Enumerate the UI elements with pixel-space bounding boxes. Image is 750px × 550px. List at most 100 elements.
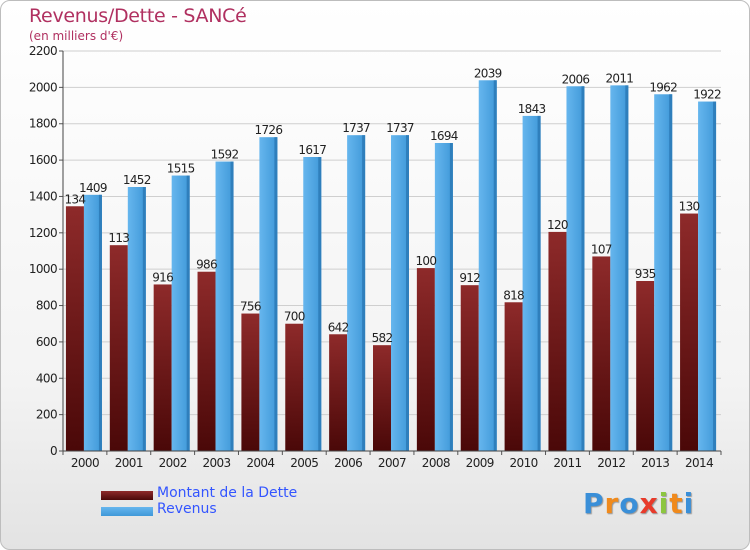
bar-revenue-shade [318,157,322,451]
logo-letter: x [639,487,659,520]
y-tick-label: 200 [36,408,57,422]
data-label-debt: 916 [152,270,173,284]
bar-debt [680,213,699,451]
bar-debt [153,284,172,451]
y-tick-label: 2000 [29,80,57,94]
bar-revenue-shade [449,143,453,451]
bar-revenue [654,94,673,451]
bar-revenue [434,143,453,451]
bar-revenue-shade [537,115,541,451]
data-label-revenue: 1726 [255,123,283,137]
x-tick-label: 2005 [290,456,318,470]
y-tick-label: 600 [36,335,57,349]
bar-revenue [303,157,322,451]
bar-revenue-shade [362,135,366,451]
x-tick-label: 2000 [71,456,99,470]
x-tick-label: 2004 [246,456,274,470]
x-tick-label: 2013 [641,456,669,470]
bar-revenue-shade [274,137,278,451]
data-label-revenue: 1617 [298,143,326,157]
x-tick-label: 2008 [422,456,450,470]
chart-title: Revenus/Dette - SANCé [29,5,247,27]
logo-letter: P [583,487,605,520]
data-label-revenue: 1843 [518,102,546,116]
data-label-revenue: 2039 [474,66,502,80]
data-label-debt: 130 [679,200,700,214]
bar-debt [241,313,260,451]
bar-debt [373,345,391,451]
bar-debt [329,334,348,451]
logo-letter: i [658,487,670,520]
y-tick-label: 800 [36,299,57,313]
data-label-revenue: 1409 [79,181,107,195]
x-tick-label: 2001 [115,456,143,470]
data-label-revenue: 1694 [430,129,458,143]
bar-debt [592,256,611,451]
legend-swatch-revenue [101,507,153,516]
y-tick-label: 0 [50,444,57,458]
x-tick-label: 2009 [466,456,494,470]
data-label-debt: 935 [635,267,656,281]
bar-revenue [83,194,102,451]
bar-debt [109,245,128,451]
bar-revenue [698,101,717,451]
bar-revenue [610,85,629,451]
data-label-revenue: 1962 [649,80,677,94]
proxiti-logo: Proxiti [583,487,694,520]
bar-revenue-shade [625,85,629,451]
data-label-debt: 582 [372,331,393,345]
y-tick-label: 1800 [29,117,57,131]
bar-debt [504,302,523,451]
bar-debt [548,231,567,451]
bar-debt [285,323,304,451]
x-tick-label: 2006 [334,456,362,470]
data-label-revenue: 1922 [693,88,721,102]
bar-revenue [347,135,366,451]
bar-revenue-shade [406,135,409,451]
legend-label-revenue: Revenus [157,501,217,517]
data-label-revenue: 1737 [342,121,370,135]
y-tick-label: 400 [36,371,57,385]
y-tick-label: 1000 [29,262,57,276]
bar-revenue [566,86,585,451]
bar-revenue-shade [230,161,234,451]
bar-revenue-shade [493,80,497,451]
data-label-revenue: 1452 [123,173,151,187]
bar-debt [460,285,479,451]
logo-letter: o [619,487,640,520]
data-label-debt: 642 [328,320,349,334]
bar-revenue [171,175,190,451]
legend-swatch-debt [101,491,153,500]
bar-revenue [391,135,409,451]
bar-revenue [215,161,234,451]
data-label-debt: 100 [415,254,436,268]
y-tick-label: 2200 [29,44,57,58]
data-label-debt: 986 [196,258,217,272]
chart-subtitle: (en milliers d'€) [29,29,124,43]
bar-revenue-shade [713,101,717,451]
x-tick-label: 2011 [553,456,581,470]
data-label-debt: 107 [591,242,612,256]
data-label-debt: 756 [240,300,261,314]
bar-revenue [259,137,278,451]
bar-debt [636,281,655,451]
data-label-debt: 912 [459,271,480,285]
y-tick-label: 1600 [29,153,57,167]
data-label-revenue: 2011 [605,71,633,85]
bar-debt [416,268,435,451]
bar-revenue [127,187,146,451]
x-tick-label: 2014 [685,456,713,470]
x-tick-label: 2012 [597,456,625,470]
x-tick-label: 2007 [378,456,406,470]
bar-debt [65,206,84,451]
bar-revenue-shade [186,175,190,451]
y-tick-label: 1400 [29,189,57,203]
logo-letter: r [604,487,620,520]
bar-revenue-shade [669,94,673,451]
x-tick-label: 2010 [510,456,538,470]
data-label-revenue: 2006 [562,72,590,86]
data-label-debt: 818 [503,288,524,302]
legend-label-debt: Montant de la Dette [157,485,298,501]
